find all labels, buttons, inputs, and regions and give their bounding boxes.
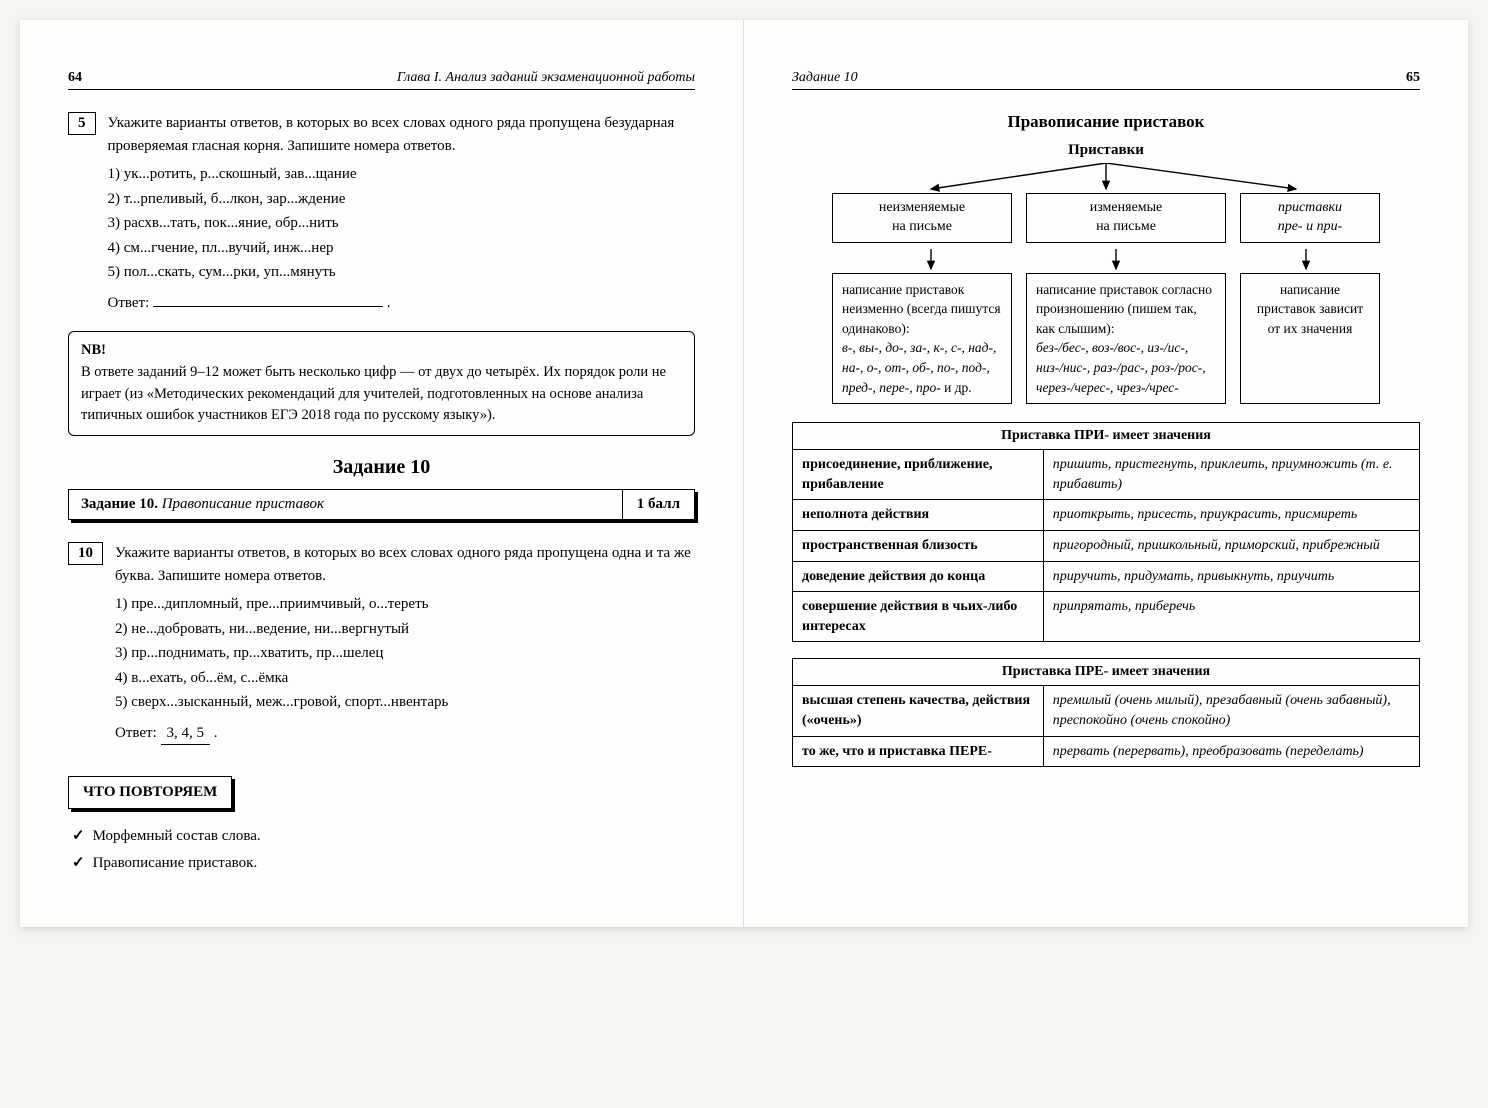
check-icon: ✓ xyxy=(72,828,85,844)
option: 2) не...добровать, ни...ведение, ни...ве… xyxy=(115,618,695,641)
option: 1) ук...ротить, р...скошный, зав...щание xyxy=(108,163,696,186)
task-prompt: Укажите варианты ответов, в которых во в… xyxy=(115,542,695,587)
answer-line: Ответ: 3, 4, 5 . xyxy=(115,722,695,746)
title-bar-left: Задание 10. Правописание приставок xyxy=(69,490,622,519)
option: 5) сверх...зысканный, меж...гровой, спор… xyxy=(115,691,695,714)
page-spread: 64 Глава I. Анализ заданий экзаменационн… xyxy=(20,20,1468,927)
page-number: 65 xyxy=(1406,70,1420,86)
nb-label: NB! xyxy=(81,342,106,358)
diagram-category: изменяемые на письме xyxy=(1026,193,1226,243)
pri-table: Приставка ПРИ- имеет значения присоедине… xyxy=(792,422,1420,642)
task-options: 1) ук...ротить, р...скошный, зав...щание… xyxy=(108,163,696,284)
diagram-detail: написание приставок зависит от их значен… xyxy=(1240,273,1380,404)
answer-blank xyxy=(153,292,383,307)
answer-label: Ответ: xyxy=(115,725,157,741)
option: 4) см...гчение, пл...вучий, инж...нер xyxy=(108,237,696,260)
table-header: Приставка ПРЕ- имеет значения xyxy=(793,659,1420,686)
option: 2) т...рпеливый, б...лкон, зар...ждение xyxy=(108,188,696,211)
table-row: пространственная близостьпригородный, пр… xyxy=(793,530,1420,561)
diagram-detail: написание приставок неизменно (всегда пи… xyxy=(832,273,1012,404)
page-header-right: Задание 10 65 xyxy=(792,70,1420,90)
diagram-title: Правописание приставок xyxy=(792,112,1420,132)
option: 3) пр...поднимать, пр...хватить, пр...ше… xyxy=(115,642,695,665)
table-row: то же, что и приставка ПЕРЕ-прервать (пе… xyxy=(793,736,1420,767)
checklist-item: ✓Морфемный состав слова. xyxy=(72,823,695,850)
diagram-root: Приставки xyxy=(792,142,1420,159)
diagram-arrows-mid xyxy=(836,249,1376,273)
task-options: 1) пре...дипломный, пре...приимчивый, о.… xyxy=(115,593,695,714)
table-row: совершение действия в чьих-либо интереса… xyxy=(793,592,1420,642)
task-body: Укажите варианты ответов, в которых во в… xyxy=(108,112,696,317)
task-5: 5 Укажите варианты ответов, в которых во… xyxy=(68,112,695,317)
title-bar-points: 1 балл xyxy=(622,490,694,519)
task-10: 10 Укажите варианты ответов, в которых в… xyxy=(68,542,695,748)
page-right: Задание 10 65 Правописание приставок При… xyxy=(744,20,1468,927)
option: 3) расхв...тать, пок...яние, обр...нить xyxy=(108,212,696,235)
title-bar-title: Правописание приставок xyxy=(162,496,324,512)
review-checklist: ✓Морфемный состав слова. ✓Правописание п… xyxy=(72,823,695,877)
page-left: 64 Глава I. Анализ заданий экзаменационн… xyxy=(20,20,744,927)
page-number: 64 xyxy=(68,70,82,86)
task-number-box: 10 xyxy=(68,542,103,565)
diagram-category: приставки пре- и при- xyxy=(1240,193,1380,243)
diagram-detail: написание приставок согласно произношени… xyxy=(1026,273,1226,404)
table-row: высшая степень качества, действия («очен… xyxy=(793,686,1420,736)
checklist-item: ✓Правописание приставок. xyxy=(72,850,695,877)
diagram-arrows-top xyxy=(836,163,1376,193)
answer-value: 3, 4, 5 xyxy=(161,722,211,746)
diagram-detail-row: написание приставок неизменно (всегда пи… xyxy=(792,273,1420,404)
pre-table: Приставка ПРЕ- имеет значения высшая сте… xyxy=(792,658,1420,767)
nb-text: В ответе заданий 9–12 может быть несколь… xyxy=(81,364,666,424)
diagram-category-row: неизменяемые на письме изменяемые на пис… xyxy=(792,193,1420,243)
option: 1) пре...дипломный, пре...приимчивый, о.… xyxy=(115,593,695,616)
table-row: доведение действия до концаприручить, пр… xyxy=(793,561,1420,592)
option: 5) пол...скать, сум...рки, уп...мянуть xyxy=(108,261,696,284)
section-heading: Задание 10 xyxy=(68,456,695,479)
task-body: Укажите варианты ответов, в которых во в… xyxy=(115,542,695,748)
task-number-box: 5 xyxy=(68,112,96,135)
diagram-category: неизменяемые на письме xyxy=(832,193,1012,243)
answer-label: Ответ: xyxy=(108,295,150,311)
nb-box: NB! В ответе заданий 9–12 может быть нес… xyxy=(68,331,695,436)
table-header: Приставка ПРИ- имеет значения xyxy=(793,423,1420,450)
review-heading-box: ЧТО ПОВТОРЯЕМ xyxy=(68,776,232,809)
answer-line: Ответ: . xyxy=(108,292,696,315)
page-header-left: 64 Глава I. Анализ заданий экзаменационн… xyxy=(68,70,695,90)
table-row: неполнота действияприоткрыть, присесть, … xyxy=(793,500,1420,531)
task-prompt: Укажите варианты ответов, в которых во в… xyxy=(108,112,696,157)
table-row: присоединение, приближение, прибавлениеп… xyxy=(793,450,1420,500)
chapter-title: Глава I. Анализ заданий экзаменационной … xyxy=(397,70,695,86)
check-icon: ✓ xyxy=(72,855,85,871)
title-bar-num: Задание 10. xyxy=(81,496,158,512)
task-ref: Задание 10 xyxy=(792,70,858,86)
task-title-bar: Задание 10. Правописание приставок 1 бал… xyxy=(68,489,695,520)
option: 4) в...ехать, об...ём, с...ёмка xyxy=(115,667,695,690)
